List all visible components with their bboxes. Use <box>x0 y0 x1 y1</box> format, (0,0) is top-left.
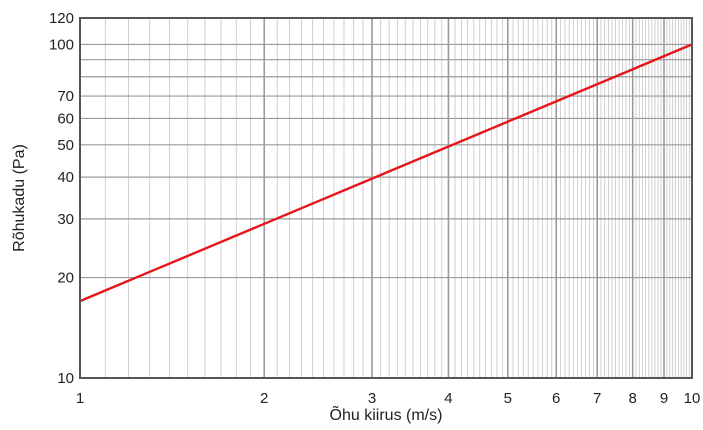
x-tick-label: 5 <box>504 390 512 407</box>
x-axis-title: Õhu kiirus (m/s) <box>330 404 443 424</box>
x-tick-label: 3 <box>368 390 376 407</box>
x-tick-labels: 1 2 3 4 5 6 7 8 9 10 <box>76 390 701 407</box>
plot-frame <box>79 17 693 379</box>
x-tick-label: 7 <box>593 390 601 407</box>
x-tick-label: 9 <box>660 390 668 407</box>
y-tick-labels: 10 20 30 40 50 60 70 100 120 <box>49 10 74 387</box>
y-tick-label: 50 <box>57 137 74 154</box>
y-tick-label: 70 <box>57 88 74 105</box>
series-layer <box>79 43 693 303</box>
x-tick-label: 1 <box>76 390 84 407</box>
x-tick-label: 8 <box>629 390 637 407</box>
x-tick-label: 6 <box>552 390 560 407</box>
y-tick-label: 120 <box>49 10 74 27</box>
y-tick-label: 10 <box>57 370 74 387</box>
series-line <box>79 43 693 303</box>
x-tick-label: 2 <box>260 390 268 407</box>
y-tick-label: 40 <box>57 169 74 186</box>
x-tick-label: 10 <box>684 390 701 407</box>
y-tick-label: 30 <box>57 211 74 228</box>
grid <box>80 18 692 378</box>
x-tick-label: 4 <box>444 390 452 407</box>
y-tick-label: 100 <box>49 36 74 53</box>
y-tick-label: 60 <box>57 110 74 127</box>
y-axis-title: Rõhukadu (Pa) <box>11 144 28 252</box>
y-tick-label: 20 <box>57 270 74 287</box>
